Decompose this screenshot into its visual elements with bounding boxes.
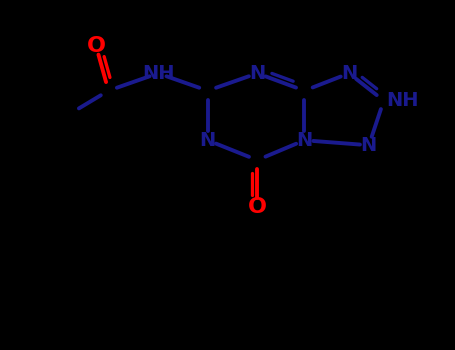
Text: N: N xyxy=(361,136,377,155)
Text: N: N xyxy=(296,131,313,150)
Text: N: N xyxy=(249,64,265,83)
Text: N: N xyxy=(200,131,216,150)
Text: N: N xyxy=(341,64,357,83)
Text: NH: NH xyxy=(142,64,174,83)
Text: NH: NH xyxy=(386,91,419,110)
Text: O: O xyxy=(86,36,106,56)
Text: O: O xyxy=(248,197,267,217)
